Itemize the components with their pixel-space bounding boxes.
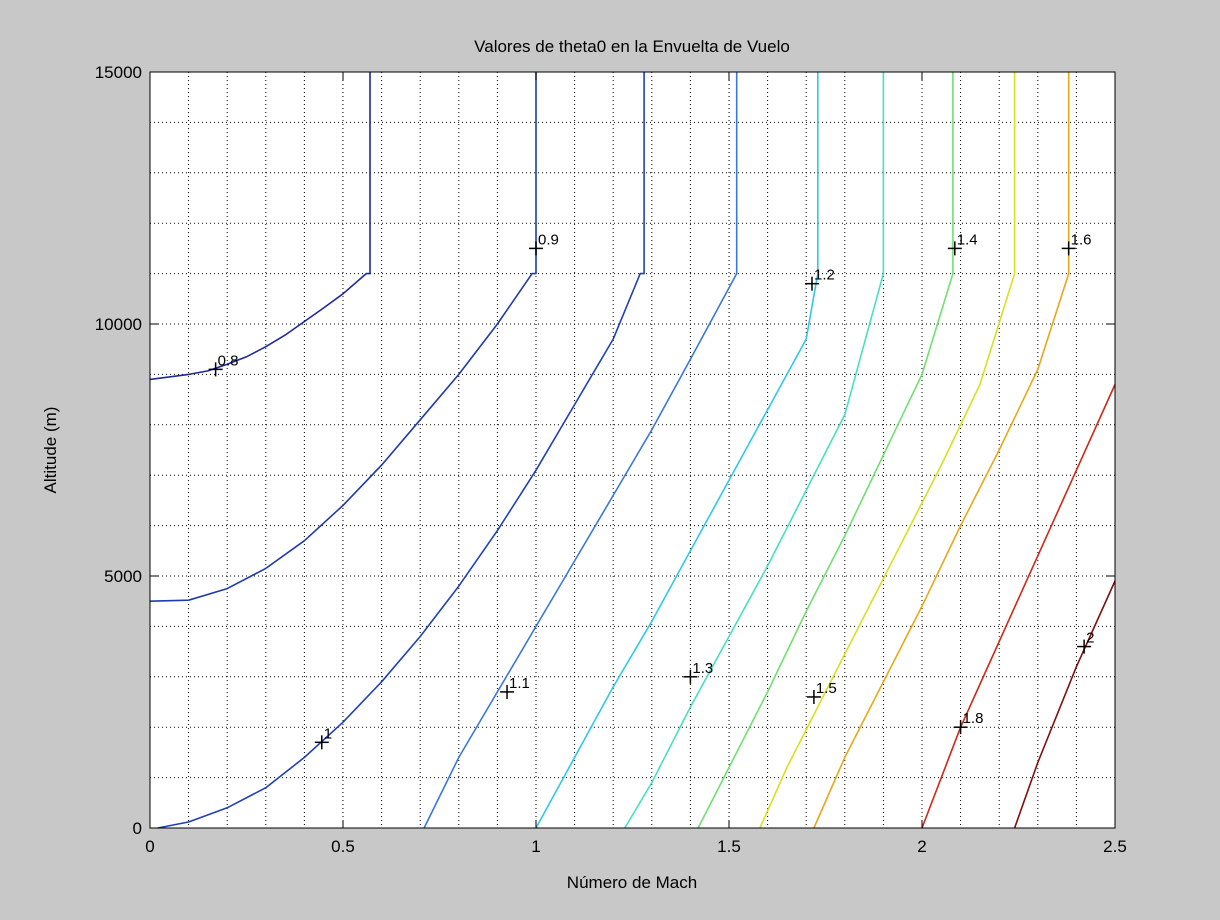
contour-label: 0.9 [538, 231, 559, 248]
contour-line [759, 72, 1016, 829]
contour-label: 1.2 [814, 267, 835, 284]
contour-line [423, 72, 738, 829]
contour-line [1013, 580, 1116, 829]
contour-label: 2 [1086, 630, 1094, 647]
contour-label: 0.8 [218, 352, 239, 369]
y-tick-label: 15000 [95, 63, 142, 82]
x-tick-label: 0.5 [331, 837, 355, 856]
x-tick-label: 1.5 [717, 837, 741, 856]
contour-line [921, 384, 1116, 829]
y-tick-label: 0 [133, 819, 142, 838]
grid-lines [150, 72, 1115, 828]
contour-line [149, 72, 537, 602]
x-tick-label: 0 [145, 837, 154, 856]
contour-label: 1 [324, 725, 332, 742]
contour-label: 1.1 [509, 675, 530, 692]
x-tick-label: 2.5 [1103, 837, 1127, 856]
plot-area: 0.8 0.9 1 1.1 1.2 1.3 1.4 1.5 1.6 1.8 2 [149, 72, 1116, 829]
y-axis-title: Altitude (m) [41, 407, 60, 494]
x-axis-title: Número de Mach [567, 873, 697, 892]
contour-line [813, 72, 1070, 829]
contour-line [535, 72, 819, 829]
contour-label: 1.5 [816, 680, 837, 697]
tick-labels: 0 0.5 1 1.5 2 2.5 0 5000 10000 15000 [95, 63, 1127, 856]
y-tick-label: 5000 [104, 567, 142, 586]
contour-label: 1.6 [1071, 231, 1092, 248]
contour-line [624, 72, 885, 829]
axes-background [150, 72, 1115, 828]
x-tick-label: 1 [531, 837, 540, 856]
contour-label: 1.8 [963, 710, 984, 727]
axes-frame [149, 71, 1116, 829]
chart-title: Valores de theta0 en la Envuelta de Vuel… [474, 37, 790, 56]
contour-line [157, 72, 645, 829]
contour-label: 1.4 [957, 231, 978, 248]
tick-marks [149, 71, 1116, 829]
y-tick-label: 10000 [95, 315, 142, 334]
contour-label: 1.3 [692, 660, 713, 677]
contour-line [149, 72, 371, 381]
contour-line [697, 72, 954, 829]
x-tick-label: 2 [917, 837, 926, 856]
